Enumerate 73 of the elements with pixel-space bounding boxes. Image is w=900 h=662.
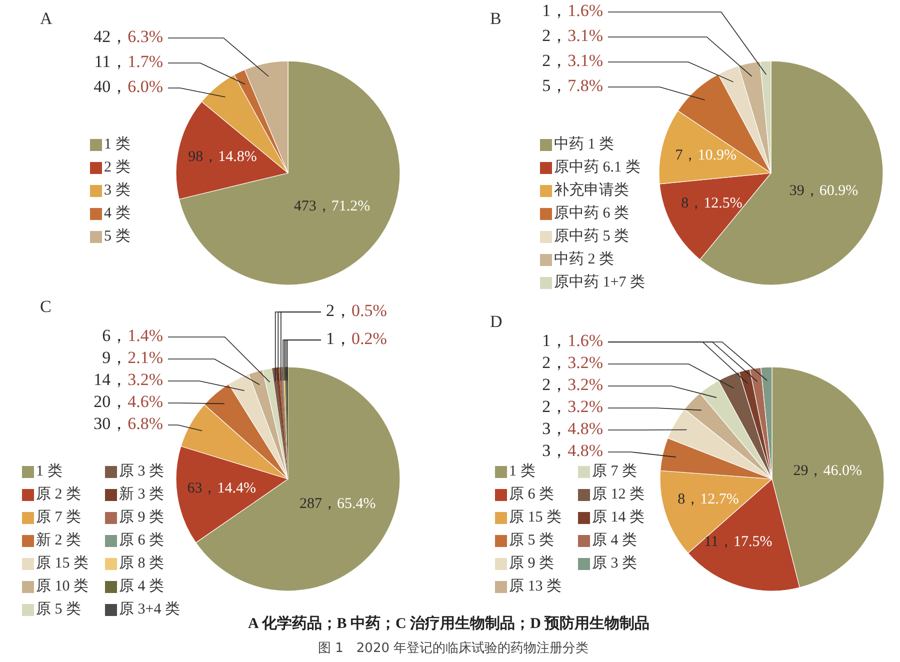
data-label: 2，0.5% — [326, 300, 387, 320]
legend-label: 原 9 类 — [509, 554, 554, 572]
data-label: 2，3.1% — [542, 26, 603, 45]
data-label: 98，14.8% — [188, 149, 257, 166]
caption: 图 1 2020 年登记的临床试验的药物注册分类 — [318, 641, 589, 656]
legend-label: 原中药 6 类 — [554, 204, 629, 222]
data-label: 1，0.2% — [326, 328, 387, 348]
legend-label: 原 9 类 — [119, 508, 164, 526]
data-label: 42，6.3% — [94, 26, 163, 46]
legend-label: 2 类 — [104, 158, 130, 176]
legend-label: 1 类 — [509, 462, 536, 480]
legend-label: 原 15 类 — [509, 508, 562, 526]
data-label: 473，71.2% — [294, 199, 370, 216]
chart-title: A — [40, 9, 53, 28]
legend-label: 原 13 类 — [509, 577, 562, 594]
data-label: 11，17.5% — [704, 534, 772, 551]
data-label: 2，3.1% — [542, 50, 603, 70]
legend-label: 1 类 — [104, 135, 130, 152]
data-label: 5，7.8% — [542, 76, 603, 95]
legend-label: 原 3+4 类 — [119, 600, 180, 618]
legend-label: 5 类 — [104, 227, 130, 244]
data-label: 3，4.8% — [542, 440, 603, 460]
legend-label: 原 4 类 — [592, 531, 637, 548]
chart-title: B — [490, 9, 502, 28]
legend-label: 新 3 类 — [119, 485, 164, 502]
legend-label: 原中药 1+7 类 — [554, 273, 645, 290]
legend-label: 原 12 类 — [592, 485, 644, 502]
chart-title: C — [40, 297, 52, 316]
legend-label: 4 类 — [104, 204, 130, 222]
legend-label: 新 2 类 — [36, 531, 81, 548]
legend-label: 原 5 类 — [509, 531, 554, 548]
data-label: 2，3.2% — [542, 374, 603, 394]
data-label: 8，12.7% — [678, 492, 739, 508]
legend-label: 3 类 — [104, 181, 130, 198]
data-label: 9，2.1% — [102, 348, 163, 367]
legend-label: 原 14 类 — [592, 508, 644, 526]
data-label: 14，3.2% — [94, 370, 163, 389]
data-label: 8，12.5% — [681, 196, 742, 212]
legend-label: 原 6 类 — [509, 485, 554, 502]
legend-label: 补充申请类 — [554, 181, 629, 198]
data-label: 6，1.4% — [102, 326, 163, 345]
legend-label: 原 3 类 — [119, 462, 164, 480]
data-label: 63，14.4% — [187, 480, 256, 497]
data-label: 3，4.8% — [542, 418, 603, 438]
legend-label: 原 7 类 — [592, 462, 637, 480]
legend-label: 原 3 类 — [592, 554, 637, 572]
legend-label: 中药 1 类 — [554, 135, 614, 152]
data-label: 2，3.2% — [542, 352, 603, 372]
data-label: 39，60.9% — [789, 183, 858, 200]
legend-label: 原中药 5 类 — [554, 227, 629, 244]
data-label: 20，4.6% — [94, 392, 163, 411]
legend-label: 原 7 类 — [36, 508, 81, 526]
chart-title: D — [490, 312, 502, 331]
data-label: 287，65.4% — [299, 496, 376, 512]
legend-label: 中药 2 类 — [554, 250, 614, 268]
legend-label: 原 6 类 — [119, 531, 164, 548]
legend-label: 1 类 — [36, 462, 62, 480]
data-label: 1，1.6% — [542, 330, 603, 350]
legend-label: 原中药 6.1 类 — [554, 158, 640, 176]
data-label: 1，1.6% — [542, 0, 603, 20]
data-label: 29，46.0% — [793, 463, 862, 480]
data-label: 40，6.0% — [94, 76, 163, 96]
text: A 化学药品；B 中药；C 治疗用生物制品；D 预防用生物制品 — [248, 615, 650, 632]
legend-label: 原 2 类 — [36, 485, 81, 502]
data-label: 11，1.7% — [94, 52, 163, 71]
legend-label: 原 5 类 — [36, 600, 81, 618]
legend-label: 原 15 类 — [36, 554, 88, 572]
legend-label: 原 4 类 — [119, 577, 164, 594]
data-label: 30，6.8% — [94, 414, 163, 433]
data-label: 7，10.9% — [675, 148, 736, 164]
data-label: 2，3.2% — [542, 396, 603, 416]
legend-label: 原 10 类 — [36, 577, 88, 594]
legend-label: 原 8 类 — [119, 554, 164, 572]
